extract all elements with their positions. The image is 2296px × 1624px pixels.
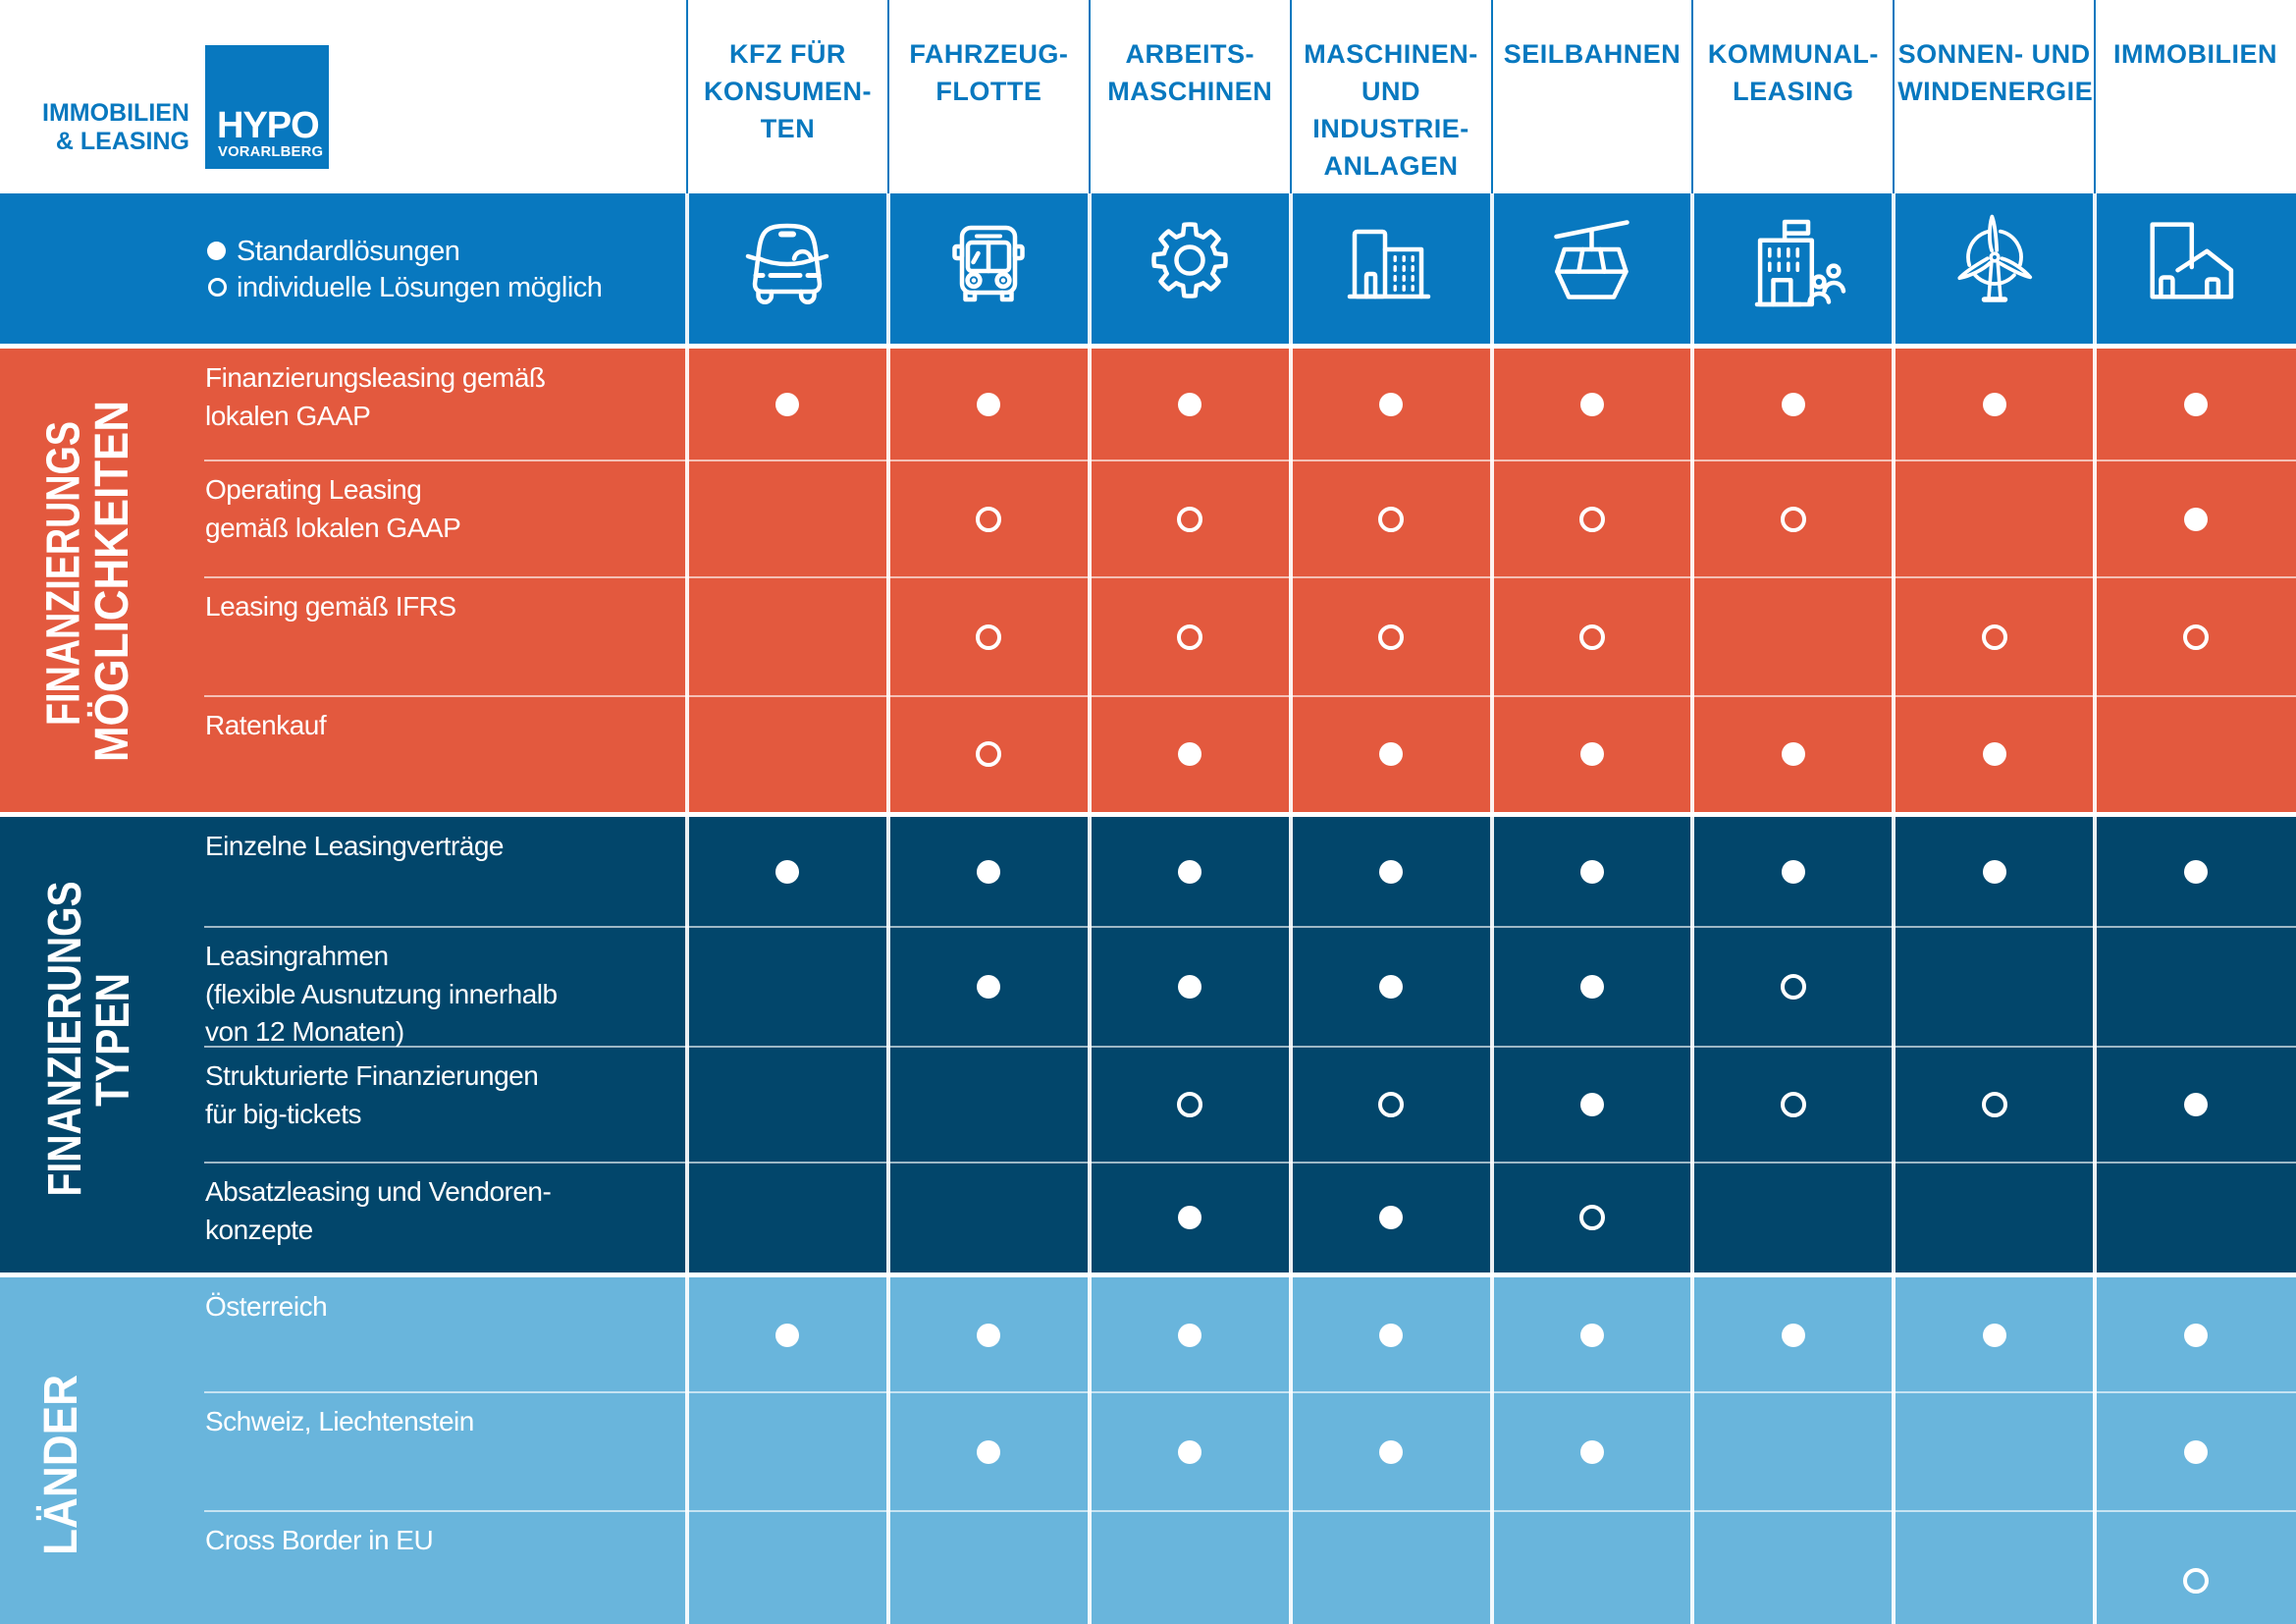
svg-text:FINANZIERUNGS: FINANZIERUNGS bbox=[38, 421, 90, 726]
svg-text:LÄNDER: LÄNDER bbox=[35, 1375, 87, 1555]
svg-text:FINANZIERUNGS: FINANZIERUNGS bbox=[39, 882, 91, 1197]
svg-text:MÖGLICHKEITEN: MÖGLICHKEITEN bbox=[86, 401, 138, 762]
svg-text:TYPEN: TYPEN bbox=[87, 973, 139, 1107]
